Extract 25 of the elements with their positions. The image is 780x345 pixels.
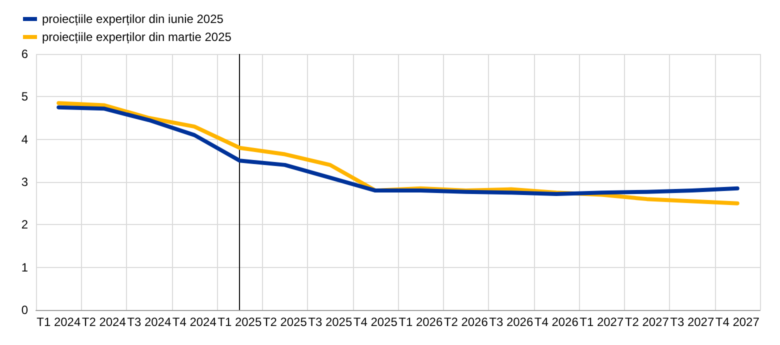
x-tick-label: T1 2024 bbox=[36, 315, 81, 329]
y-tick-label: 2 bbox=[21, 218, 28, 232]
x-tick-label: T3 2024 bbox=[127, 315, 172, 329]
x-tick-label: T2 2024 bbox=[82, 315, 126, 329]
y-tick-label: 5 bbox=[21, 90, 28, 104]
y-tick-label: 1 bbox=[21, 260, 28, 274]
x-tick-label: T2 2026 bbox=[444, 315, 488, 329]
y-tick-label: 6 bbox=[21, 47, 28, 61]
legend-label: proiecțiile experților din martie 2025 bbox=[42, 30, 232, 44]
x-tick-label: T3 2026 bbox=[489, 315, 534, 329]
legend-label: proiecțiile experților din iunie 2025 bbox=[42, 12, 224, 26]
y-tick-label: 0 bbox=[21, 303, 28, 317]
x-tick-label: T4 2024 bbox=[172, 315, 217, 329]
x-tick-label: T3 2025 bbox=[308, 315, 352, 329]
x-tick-label: T1 2027 bbox=[580, 315, 624, 329]
x-tick-label: T2 2025 bbox=[262, 315, 308, 329]
x-tick-label: T1 2026 bbox=[398, 315, 443, 329]
x-tick-label: T4 2025 bbox=[353, 315, 398, 329]
x-tick-label: T1 2025 bbox=[218, 315, 262, 329]
y-tick-label: 3 bbox=[21, 175, 28, 189]
x-tick-label: T2 2027 bbox=[624, 315, 670, 329]
x-tick-label: T4 2027 bbox=[715, 315, 760, 329]
x-tick-label: T3 2027 bbox=[670, 315, 714, 329]
y-tick-label: 4 bbox=[21, 132, 28, 146]
x-tick-label: T4 2026 bbox=[534, 315, 579, 329]
